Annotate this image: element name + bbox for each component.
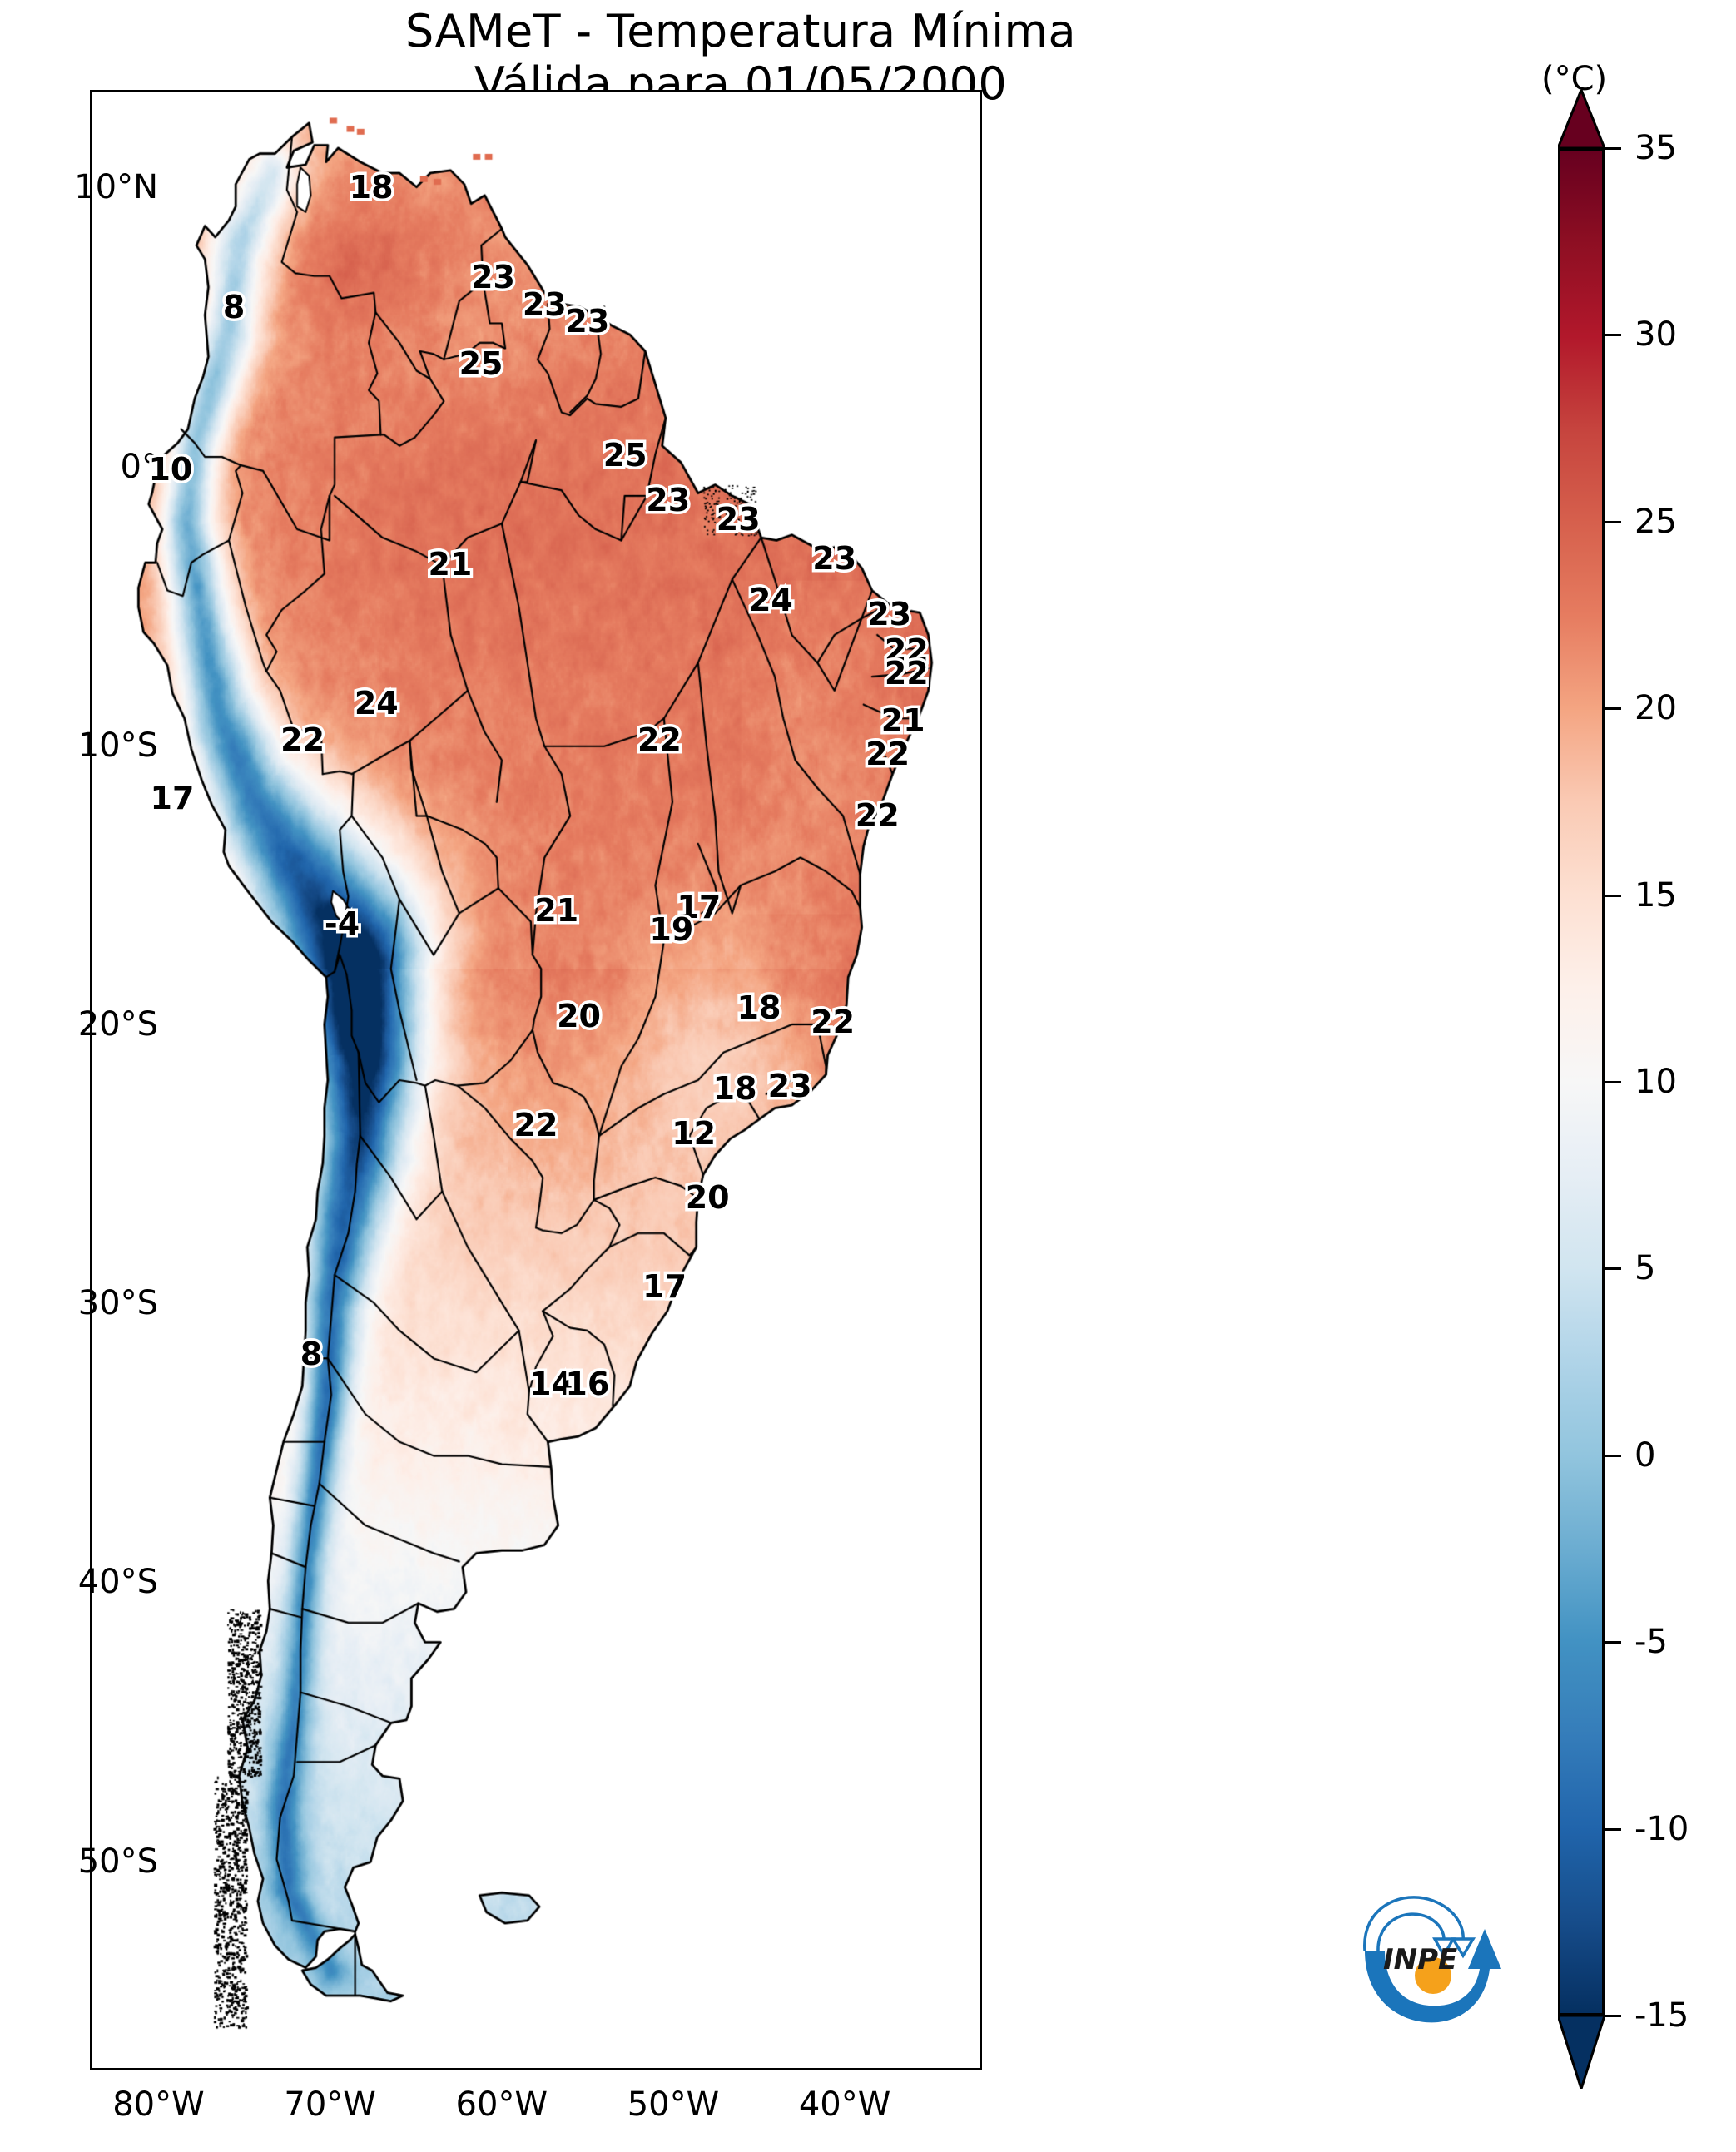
temperature-value-label: 21 — [428, 546, 472, 583]
temperature-value-label: 22 — [280, 721, 325, 758]
temperature-value-label: -4 — [325, 905, 360, 942]
temperature-value-label: 21 — [881, 702, 925, 739]
colorbar-tick-label: 0 — [1634, 1436, 1655, 1475]
y-axis-tick-label: 50°S — [78, 1842, 158, 1881]
temperature-value-label: 22 — [811, 1004, 855, 1040]
colorbar-tick — [1605, 334, 1621, 336]
colorbar-tick-label: 30 — [1634, 315, 1677, 354]
temperature-value-label: 12 — [672, 1115, 716, 1152]
colorbar-tick-label: 20 — [1634, 689, 1677, 727]
y-axis-tick-label: 40°S — [78, 1563, 158, 1601]
x-axis-tick-label: 80°W — [112, 2085, 204, 2124]
temperature-value-label: 8 — [223, 289, 245, 325]
y-axis-tick-label: 10°S — [78, 726, 158, 765]
temperature-value-label: 18 — [350, 169, 394, 206]
x-axis-tick-label: 40°W — [799, 2085, 890, 2124]
temperature-value-label: 20 — [557, 998, 601, 1034]
title-line-1: SAMeT - Temperatura Mínima — [0, 5, 1481, 57]
temperature-heatmap — [92, 92, 980, 2068]
temperature-value-label: 17 — [151, 780, 195, 816]
colorbar-tick — [1605, 1641, 1621, 1644]
colorbar-max-extend-arrow — [1558, 90, 1605, 148]
colorbar[interactable] — [1558, 148, 1605, 2016]
temperature-value-label: 23 — [717, 501, 761, 538]
x-axis-tick-label: 70°W — [284, 2085, 375, 2124]
temperature-value-label: 23 — [565, 303, 609, 340]
colorbar-tick — [1605, 147, 1621, 150]
colorbar-tick-label: -5 — [1634, 1623, 1668, 1661]
colorbar-tick — [1605, 1081, 1621, 1083]
colorbar-tick — [1605, 1455, 1621, 1457]
temperature-value-label: 23 — [867, 596, 911, 632]
temperature-value-label: 22 — [866, 736, 910, 772]
y-axis-tick-label: 10°N — [74, 168, 158, 206]
y-axis-tick-label: 20°S — [78, 1005, 158, 1044]
temperature-value-label: 16 — [565, 1366, 609, 1402]
temperature-value-label: 25 — [603, 437, 647, 474]
temperature-value-label: 10 — [148, 451, 192, 488]
temperature-value-label: 25 — [459, 345, 503, 382]
colorbar-tick-label: 5 — [1634, 1249, 1655, 1287]
map-plot-area — [90, 90, 982, 2070]
temperature-value-label: 22 — [514, 1107, 558, 1143]
temperature-value-label: 17 — [642, 1268, 687, 1305]
temperature-value-label: 23 — [523, 286, 567, 323]
temperature-value-label: 21 — [534, 892, 578, 929]
temperature-value-label: 8 — [300, 1336, 322, 1372]
temperature-value-label: 22 — [856, 797, 900, 834]
colorbar-tick — [1605, 521, 1621, 523]
inpe-logo: INPE — [1347, 1882, 1513, 2040]
x-axis-tick-label: 60°W — [456, 2085, 548, 2124]
x-axis-tick-label: 50°W — [627, 2085, 719, 2124]
colorbar-tick-label: 15 — [1634, 876, 1677, 915]
colorbar-tick-label: -15 — [1634, 1996, 1689, 2035]
temperature-value-label: 23 — [768, 1068, 812, 1104]
temperature-value-label: 24 — [749, 582, 793, 618]
temperature-value-label: 20 — [686, 1179, 730, 1216]
colorbar-tick — [1605, 1828, 1621, 1831]
colorbar-tick — [1605, 2015, 1621, 2017]
colorbar-tick — [1605, 707, 1621, 710]
colorbar-tick-label: -10 — [1634, 1810, 1689, 1848]
temperature-value-label: 18 — [713, 1070, 757, 1107]
colorbar-min-extend-arrow — [1558, 2016, 1605, 2089]
temperature-value-label: 19 — [649, 911, 693, 948]
temperature-value-label: 23 — [471, 259, 515, 295]
temperature-value-label: 23 — [812, 540, 856, 577]
temperature-value-label: 22 — [637, 721, 682, 758]
colorbar-gradient — [1558, 148, 1605, 2016]
temperature-value-label: 23 — [646, 482, 690, 518]
temperature-value-label: 24 — [355, 685, 399, 721]
colorbar-tick — [1605, 1267, 1621, 1270]
y-axis-tick-label: 30°S — [78, 1284, 158, 1322]
colorbar-tick-label: 25 — [1634, 503, 1677, 541]
temperature-value-label: 18 — [737, 989, 781, 1026]
colorbar-tick-label: 10 — [1634, 1063, 1677, 1101]
colorbar-tick-label: 35 — [1634, 129, 1677, 167]
temperature-value-label: 22 — [885, 655, 929, 692]
colorbar-tick — [1605, 895, 1621, 897]
logo-text: INPE — [1383, 1943, 1457, 1976]
